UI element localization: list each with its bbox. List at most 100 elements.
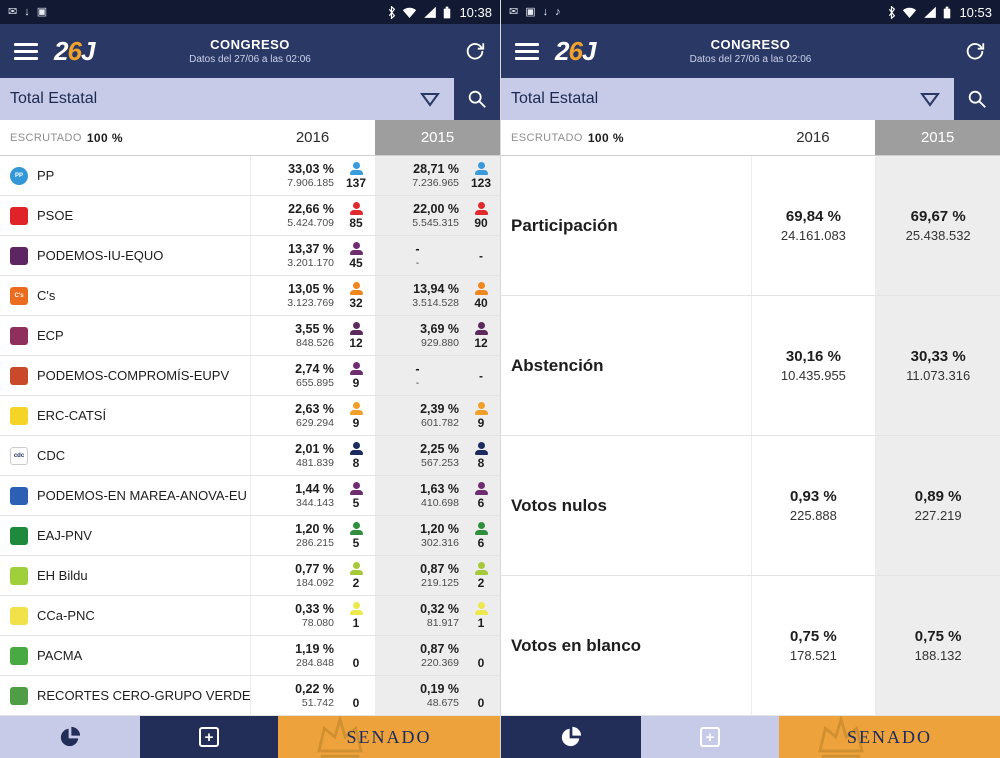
pct-value: 0,87 % [420,641,459,656]
seats-value: 32 [349,296,363,310]
seats-value: 8 [477,456,485,470]
escrutado-value: 100 % [587,130,624,145]
party-name-cell: EH Bildu [0,556,250,595]
votes-value: 3.201.170 [287,256,334,269]
pct-value: 22,00 % [413,201,459,216]
psoe-logo-icon [10,206,28,225]
menu-icon[interactable] [14,42,38,60]
pct-value: 13,94 % [413,281,459,296]
refresh-icon[interactable] [964,40,986,62]
seats-value: 0 [477,696,485,710]
party-row[interactable]: PODEMOS-COMPROMÍS-EUPV 2,74 % 655.895 9- - - [0,356,500,396]
seats-value: 0 [352,656,360,670]
votes-value: 225.888 [789,507,837,523]
votes-value: 11.073.316 [906,367,971,383]
party-name-cell: ECP [0,316,250,355]
status-right-icons: 10:53 [887,5,992,20]
pct-value: 3,69 % [420,321,459,336]
stat-row[interactable]: Abstención 30,16 % 10.435.955 30,33 % 11.073… [501,296,1000,436]
tab-more-data[interactable]: + [641,716,779,758]
seat-person-icon [474,322,488,335]
senado-button[interactable]: SENADO [278,716,500,758]
wifi-icon [403,7,417,18]
votes-value: 227.219 [914,507,962,523]
seats-value: 9 [477,416,485,430]
party-name-cell: PP PP [0,156,250,195]
dropdown-icon[interactable] [920,92,940,107]
stat-label: Votos en blanco [511,635,642,655]
pct-value: 2,01 % [295,441,334,456]
year-cell: --- [375,356,500,395]
year-cell: 0,87 % 220.369 0 [375,636,500,675]
seats-value: 0 [352,696,360,710]
party-row[interactable]: EH Bildu 0,77 % 184.092 2 0,87 % 219.125 2 [0,556,500,596]
seats-value: 137 [345,176,367,190]
ecp-logo-icon [10,326,28,345]
battery-icon [444,6,451,18]
stat-row[interactable]: Votos en blanco 0,75 % 178.521 0,75 % 188.13… [501,576,1000,716]
region-selector[interactable]: Total Estatal [0,78,500,120]
party-row[interactable]: PACMA 1,19 % 284.848 0 0,87 % 220.369 0 [0,636,500,676]
pacma-logo-icon [10,646,28,665]
year-cell: 22,66 % 5.424.709 85 [250,196,375,235]
pct-value: 69,67 % [910,207,966,225]
year-cell: 13,94 % 3.514.528 40 [375,276,500,315]
stat-label: Abstención [511,355,604,375]
party-row[interactable]: PODEMOS-IU-EQUO 13,37 % 3.201.170 45- - - [0,236,500,276]
seat-person-icon [474,522,488,535]
search-button[interactable] [954,78,1000,120]
year-cell: 0,19 % 48.675 0 [375,676,500,715]
party-row[interactable]: cdc CDC 2,01 % 481.839 8 2,25 % 567.253 8 [0,436,500,476]
year-cell: 30,16 % 10.435.955 [750,296,876,435]
stat-row[interactable]: Participación 69,84 % 24.161.083 69,67 % 25.… [501,156,1000,296]
tab-more-data[interactable]: + [140,716,278,758]
party-row[interactable]: C's C's 13,05 % 3.123.769 32 13,94 % 3.514.528… [0,276,500,316]
screenshot-icon: ▣ [525,5,536,18]
senado-button[interactable]: SENADO [779,716,1000,758]
recortes-cero-grupo-verde-logo-icon [10,686,28,705]
votes-value: 929.880 [421,336,459,349]
year-cell: 2,63 % 629.294 9 [250,396,375,435]
message-icon: ✉ [509,5,519,18]
year-cell: 33,03 % 7.906.185 137 [250,156,375,195]
party-row[interactable]: PODEMOS-EN MAREA-ANOVA-EU 1,44 % 344.143 5 1… [0,476,500,516]
seat-person-icon [349,402,363,415]
menu-icon[interactable] [515,42,539,60]
year-cell: 13,37 % 3.201.170 45 [250,236,375,275]
party-row[interactable]: ERC-CATSÍ 2,63 % 629.294 9 2,39 % 601.782 9 [0,396,500,436]
erc-catsi-logo-icon [10,406,28,425]
column-header-2015: 2015 [375,120,500,155]
pct-value: 1,63 % [420,481,459,496]
seat-person-icon [474,442,488,455]
party-row[interactable]: PSOE 22,66 % 5.424.709 85 22,00 % 5.545.315 90 [0,196,500,236]
tab-pie-chart[interactable] [0,716,140,758]
search-button[interactable] [454,78,500,120]
year-cell: 69,84 % 24.161.083 [750,156,876,295]
party-row[interactable]: CCa-PNC 0,33 % 78.080 1 0,32 % 81.917 1 [0,596,500,636]
seats-value: 6 [477,496,485,510]
party-row[interactable]: EAJ-PNV 1,20 % 286.215 5 1,20 % 302.316 6 [0,516,500,556]
region-selector-value[interactable]: Total Estatal [10,90,98,107]
refresh-icon[interactable] [464,40,486,62]
votes-value: 481.839 [296,456,334,469]
pct-value: - [415,241,420,256]
region-selector[interactable]: Total Estatal [501,78,1000,120]
region-selector-value[interactable]: Total Estatal [511,90,599,107]
dropdown-icon[interactable] [420,92,440,107]
year-cell: 2,01 % 481.839 8 [250,436,375,475]
party-row[interactable]: ECP 3,55 % 848.526 12 3,69 % 929.880 12 [0,316,500,356]
year-cell: 0,93 % 225.888 [750,436,876,575]
pct-value: 2,39 % [420,401,459,416]
votes-value: 410.698 [421,496,459,509]
party-row[interactable]: RECORTES CERO-GRUPO VERDE 0,22 % 51.742 0 0,… [0,676,500,716]
party-name: EAJ-PNV [37,528,92,543]
podemos-compromis-eupv-logo-icon [10,366,28,385]
party-name: PACMA [37,648,83,663]
seat-person-icon [349,522,363,535]
tab-pie-chart[interactable] [501,716,641,758]
pct-value: 1,19 % [295,641,334,656]
party-name-cell: PODEMOS-IU-EQUO [0,236,250,275]
seats-value: 90 [474,216,488,230]
party-row[interactable]: PP PP 33,03 % 7.906.185 137 28,71 % 7.236.965 1… [0,156,500,196]
stat-row[interactable]: Votos nulos 0,93 % 225.888 0,89 % 227.219 [501,436,1000,576]
